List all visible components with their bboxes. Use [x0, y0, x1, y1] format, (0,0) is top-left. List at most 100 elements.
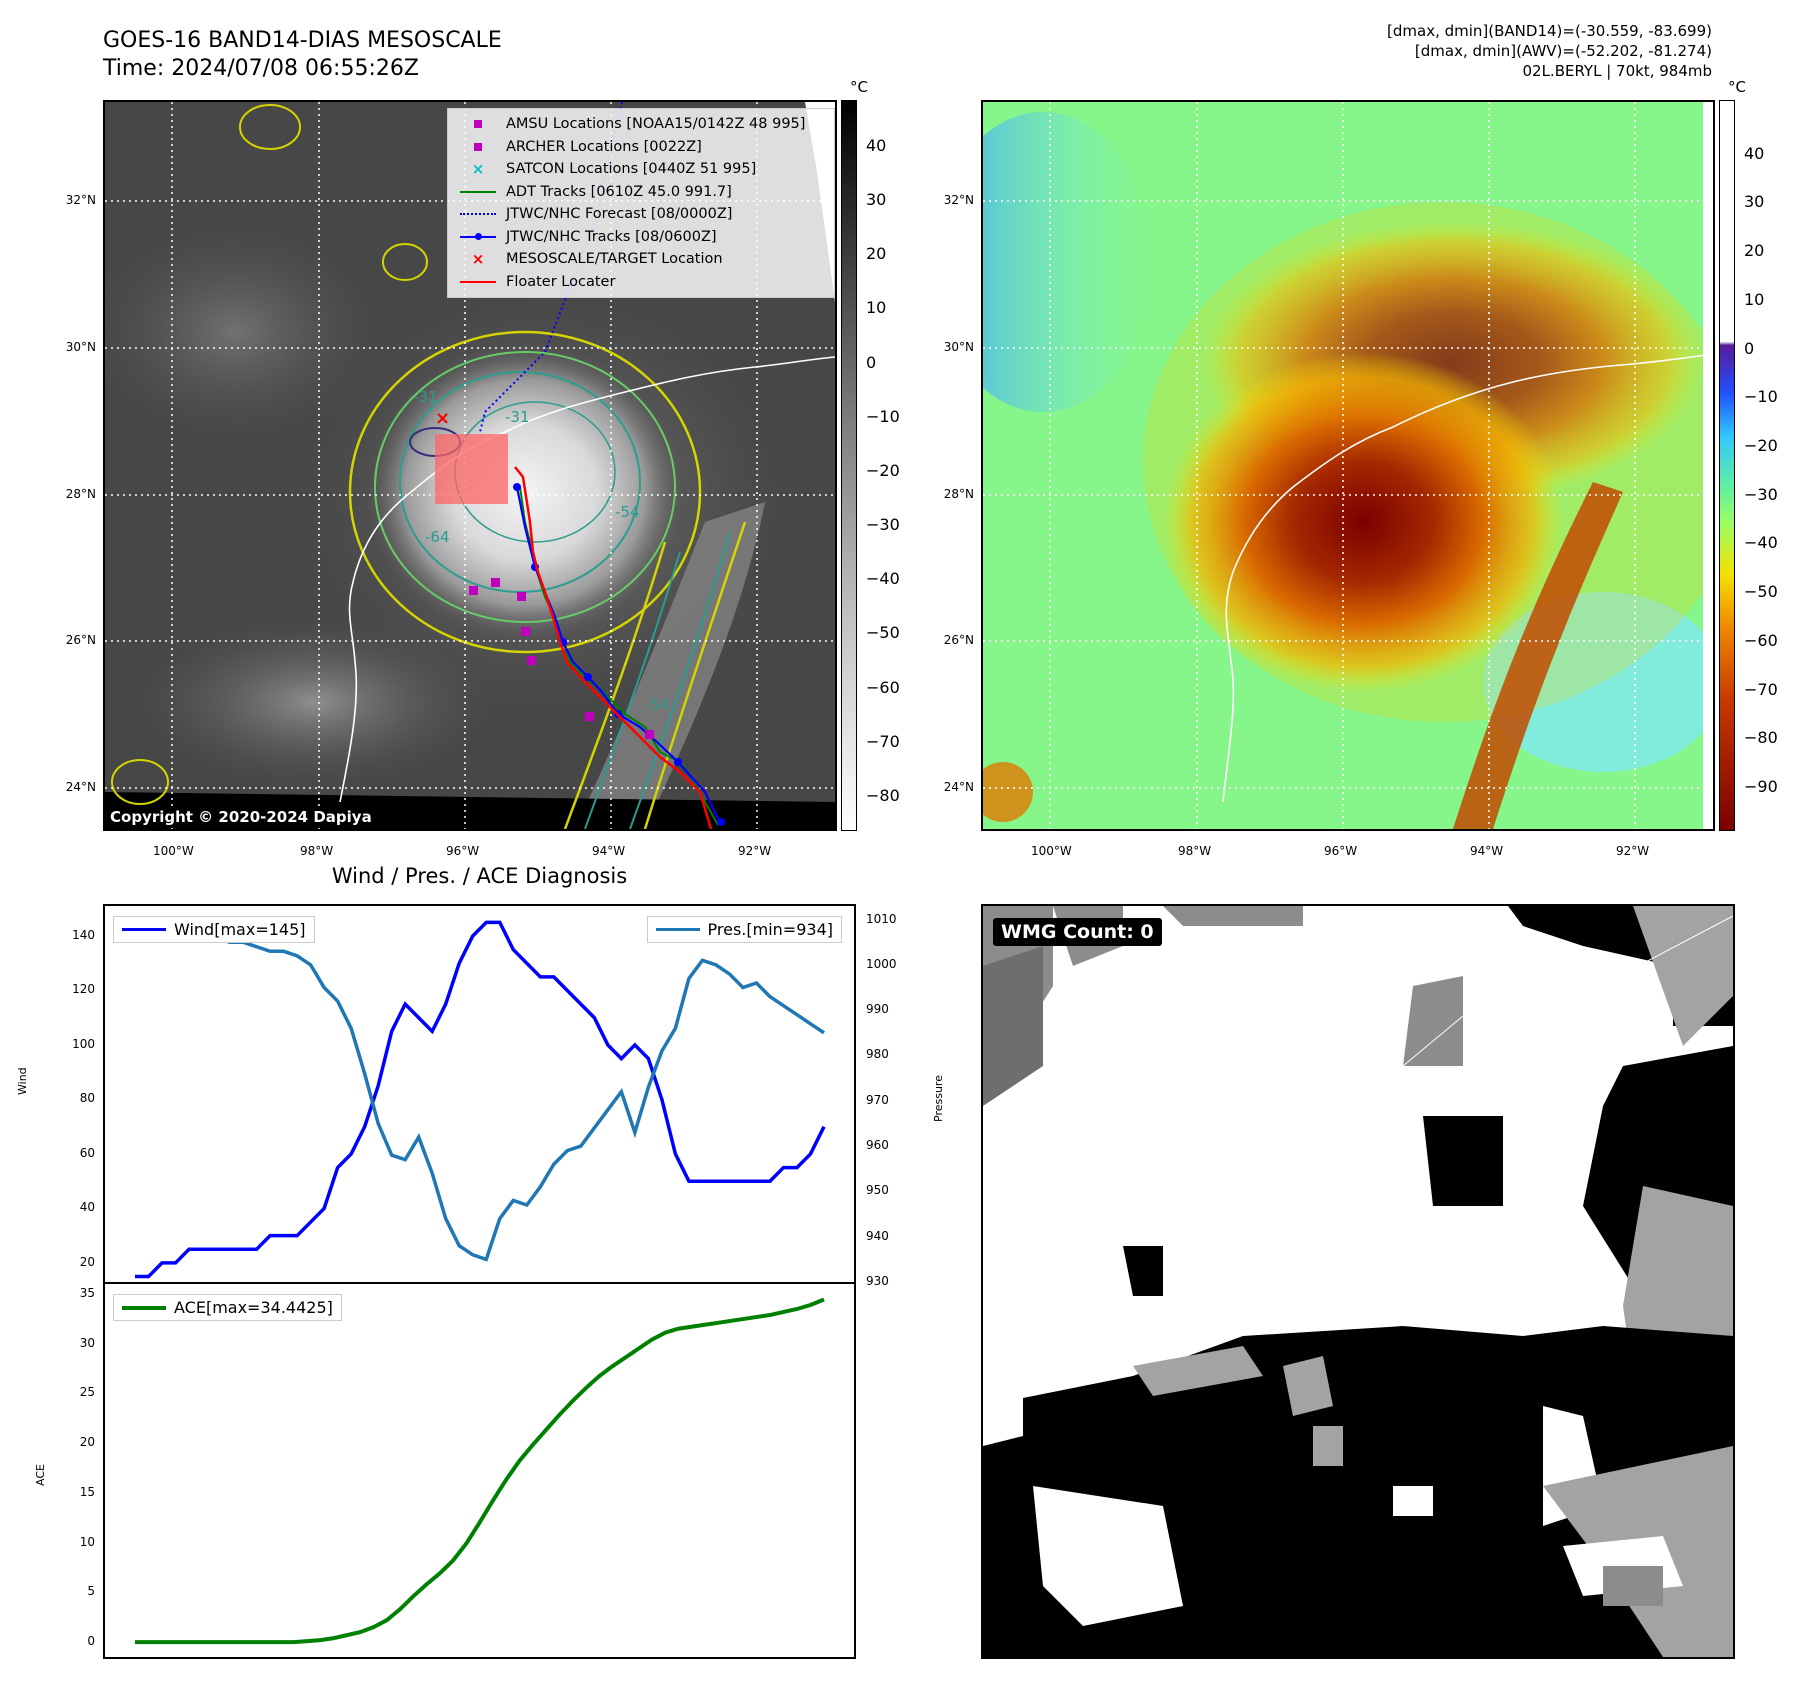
colorbar-unit: °C	[1728, 78, 1746, 96]
lon-label: 96°W	[1324, 844, 1358, 858]
ace-axis-tick: 35	[79, 1285, 95, 1300]
product-time: Time: 2024/07/08 06:55:26Z	[103, 56, 419, 81]
legend-item: AMSU Locations [NOAA15/0142Z 48 995]	[456, 113, 826, 136]
ace-panel: ACE[max=34.4425]	[103, 1282, 856, 1659]
legend-item: JTWC/NHC Forecast [08/0000Z]	[456, 203, 826, 226]
colorbar-tick: 20	[1744, 241, 1765, 261]
awv-map	[983, 102, 1713, 829]
wind-axis-tick: 140	[72, 927, 95, 942]
legend-symbol: ×	[471, 250, 485, 269]
pressure-axis-tick: 950	[866, 1183, 889, 1198]
pressure-axis-tick: 990	[866, 1002, 889, 1017]
legend-label: ADT Tracks [0610Z 45.0 991.7]	[506, 183, 732, 200]
ace-axis-tick: 25	[79, 1385, 95, 1400]
product-title: GOES-16 BAND14-DIAS MESOSCALE	[103, 28, 502, 53]
colorbar-tick: −10	[866, 406, 900, 426]
ace-axis-tick: 30	[79, 1335, 95, 1350]
awv-map-panel	[981, 100, 1715, 831]
floater-box	[435, 434, 508, 504]
ace-axis-tick: 0	[87, 1634, 95, 1649]
lon-label: 98°W	[300, 844, 334, 858]
ace-axis-tick: 10	[79, 1534, 95, 1549]
lat-label: 24°N	[943, 780, 974, 794]
legend-label: SATCON Locations [0440Z 51 995]	[506, 161, 757, 178]
colorbar-unit: °C	[850, 78, 868, 96]
lat-label: 32°N	[943, 193, 974, 207]
legend-item: × MESOSCALE/TARGET Location	[456, 248, 826, 271]
contour-label: -31	[505, 408, 530, 426]
ace-legend-label: ACE[max=34.4425]	[174, 1298, 333, 1317]
lon-label: 92°W	[738, 844, 772, 858]
lon-label: 100°W	[1031, 844, 1072, 858]
lat-label: 30°N	[65, 340, 96, 354]
lat-label: 28°N	[943, 487, 974, 501]
lon-label: 98°W	[1178, 844, 1212, 858]
pressure-axis-tick: 1000	[866, 956, 897, 971]
wind-axis-tick: 60	[79, 1145, 95, 1160]
storm-info: 02L.BERYL | 70kt, 984mb	[1522, 62, 1712, 80]
colorbar-tick: −20	[866, 460, 900, 480]
legend-symbol	[456, 142, 500, 151]
legend-symbol: ×	[471, 160, 485, 179]
colorbar-tick: −60	[866, 677, 900, 697]
colorbar-tick: −10	[1744, 387, 1778, 407]
ace-legend: ACE[max=34.4425]	[113, 1294, 342, 1321]
lat-label: 24°N	[65, 780, 96, 794]
colorbar-tick: −80	[1744, 728, 1778, 748]
lat-label: 32°N	[65, 193, 96, 207]
pressure-legend: Pres.[min=934]	[646, 916, 842, 943]
svg-text:×: ×	[435, 408, 450, 429]
contour-label: -31	[413, 388, 438, 406]
colorbar-tick: 30	[1744, 192, 1765, 212]
wind-axis-tick: 20	[79, 1254, 95, 1269]
pressure-axis-tick: 980	[866, 1047, 889, 1062]
ace-axis-label: ACE	[34, 1464, 47, 1486]
pressure-legend-label: Pres.[min=934]	[707, 920, 833, 939]
lon-label: 94°W	[1470, 844, 1504, 858]
colorbar-tick: 40	[866, 136, 887, 156]
wind-series-line	[135, 920, 826, 1279]
pressure-axis-tick: 930	[866, 1274, 889, 1288]
wind-pressure-plot	[135, 917, 826, 1279]
lat-label: 26°N	[65, 633, 96, 647]
colorbar-tick: −30	[1744, 484, 1778, 504]
map-legend: AMSU Locations [NOAA15/0142Z 48 995] ARCH…	[447, 108, 835, 298]
colorbar-tick: 10	[866, 298, 887, 318]
pressure-axis-tick: 1010	[866, 911, 897, 926]
pressure-axis-tick: 960	[866, 1138, 889, 1153]
legend-label: ARCHER Locations [0022Z]	[506, 138, 702, 155]
wind-axis-tick: 120	[72, 982, 95, 997]
legend-symbol	[456, 120, 500, 129]
band14-range: [dmax, dmin](BAND14)=(-30.559, -83.699)	[1387, 22, 1712, 40]
wmg-panel: WMG Count: 0	[981, 904, 1735, 1659]
colorbar-tick: 0	[866, 352, 877, 372]
lat-label: 30°N	[943, 340, 974, 354]
contour-label: -54	[615, 503, 640, 521]
pressure-legend-line	[655, 928, 700, 931]
lat-label: 26°N	[943, 633, 974, 647]
colorbar-tick: −20	[1744, 436, 1778, 455]
lat-label: 28°N	[65, 487, 96, 501]
ir-colorbar	[841, 100, 857, 831]
awv-range: [dmax, dmin](AWV)=(-52.202, -81.274)	[1414, 42, 1712, 60]
ace-plot	[135, 1297, 825, 1645]
legend-symbol	[456, 280, 500, 283]
wind-axis-label: Wind	[16, 1067, 29, 1095]
pressure-axis-label: Pressure	[932, 1075, 945, 1122]
wmg-count-label: WMG Count: 0	[993, 918, 1162, 946]
wind-pressure-panel: Wind[max=145] Pres.[min=934]	[103, 904, 856, 1284]
colorbar-tick: −50	[1744, 582, 1778, 602]
wmg-image	[983, 906, 1733, 1657]
legend-label: JTWC/NHC Forecast [08/0000Z]	[506, 206, 733, 223]
ir-map-panel: × -64 -54 -54 -31 -31 AMSU Locations [NO…	[103, 100, 837, 831]
colorbar-tick: −70	[1744, 679, 1778, 699]
legend-item: × SATCON Locations [0440Z 51 995]	[456, 158, 826, 181]
legend-item: Floater Locater	[456, 271, 826, 294]
legend-label: Floater Locater	[506, 273, 616, 290]
ace-legend-line	[122, 1305, 166, 1310]
ace-axis-tick: 15	[79, 1484, 95, 1499]
legend-label: AMSU Locations [NOAA15/0142Z 48 995]	[506, 116, 806, 133]
ace-axis-tick: 5	[87, 1584, 95, 1599]
awv-colorbar	[1719, 100, 1735, 831]
ace-axis-tick: 20	[79, 1435, 95, 1450]
